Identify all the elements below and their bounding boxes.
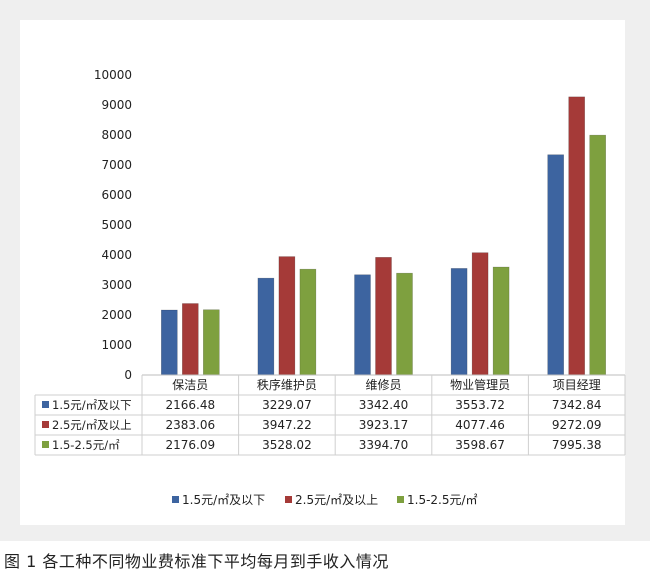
bar-1-3 xyxy=(354,274,371,376)
legend-key xyxy=(285,496,292,503)
y-tick-label: 1000 xyxy=(101,338,132,352)
bar-chart: 0 1000 2000 3000 4000 5000 6000 7000 8000 9000 100… xyxy=(34,68,626,507)
category-label: 秩序维护员 xyxy=(257,377,317,392)
data-label: 3598.67 xyxy=(455,438,505,452)
bar-2-4 xyxy=(471,252,489,376)
data-label: 9272.09 xyxy=(552,418,602,432)
category-label: 保洁员 xyxy=(172,378,208,392)
legend-key xyxy=(397,496,404,503)
data-label: 2166.48 xyxy=(165,398,215,412)
bar-2-3 xyxy=(375,257,392,376)
legend-label: 1.5-2.5元/㎡ xyxy=(407,493,478,507)
y-tick-label: 3000 xyxy=(101,278,132,292)
y-tick-label: 7000 xyxy=(101,158,132,172)
table-legend-key xyxy=(42,421,49,428)
legend-key xyxy=(172,496,179,503)
data-label: 3553.72 xyxy=(455,398,505,412)
data-label: 2383.06 xyxy=(165,418,215,432)
bar-1-1 xyxy=(161,309,178,376)
bar-2-5 xyxy=(568,96,586,376)
bar-1-4 xyxy=(450,268,468,376)
data-label: 2176.09 xyxy=(165,438,215,452)
table-series-name: 2.5元/㎡及以上 xyxy=(52,418,132,432)
data-label: 3923.17 xyxy=(359,418,409,432)
bar-3-5 xyxy=(589,134,607,376)
y-tick-label: 5000 xyxy=(101,218,132,232)
table-series-name: 1.5元/㎡及以下 xyxy=(52,398,132,412)
legend-label: 1.5元/㎡及以下 xyxy=(182,493,265,507)
data-label: 3394.70 xyxy=(359,438,409,452)
bar-2-2 xyxy=(278,256,296,376)
bar-3-3 xyxy=(396,272,413,376)
y-tick-label: 9000 xyxy=(101,98,132,112)
data-label: 4077.46 xyxy=(455,418,505,432)
table-legend-key xyxy=(42,441,49,448)
y-tick-label: 2000 xyxy=(101,308,132,322)
category-label: 项目经理 xyxy=(553,378,601,392)
figure-panel xyxy=(0,0,650,541)
data-label: 7342.84 xyxy=(552,398,602,412)
bar-1-2 xyxy=(257,277,275,376)
figure-caption: 图 1 各工种不同物业费标准下平均每月到手收入情况 xyxy=(4,552,389,571)
bar-3-4 xyxy=(492,266,510,376)
category-label: 维修员 xyxy=(365,377,401,392)
bar-2-1 xyxy=(182,303,199,376)
y-tick-label: 10000 xyxy=(94,68,132,82)
chart-area xyxy=(20,20,625,525)
bar-1-5 xyxy=(547,154,565,376)
legend-label: 2.5元/㎡及以上 xyxy=(295,493,378,507)
y-tick-label: 0 xyxy=(124,368,132,382)
y-tick-label: 6000 xyxy=(101,188,132,202)
bar-3-1 xyxy=(203,309,220,376)
table-series-name: 1.5-2.5元/㎡ xyxy=(52,438,120,452)
data-label: 3229.07 xyxy=(262,398,312,412)
y-tick-label: 4000 xyxy=(101,248,132,262)
bar-3-2 xyxy=(299,268,317,376)
table-legend-key xyxy=(42,401,49,408)
data-label: 3947.22 xyxy=(262,418,312,432)
data-label: 3528.02 xyxy=(262,438,312,452)
y-tick-label: 8000 xyxy=(101,128,132,142)
data-label: 3342.40 xyxy=(359,398,409,412)
data-label: 7995.38 xyxy=(552,438,602,452)
category-label: 物业管理员 xyxy=(450,377,510,392)
